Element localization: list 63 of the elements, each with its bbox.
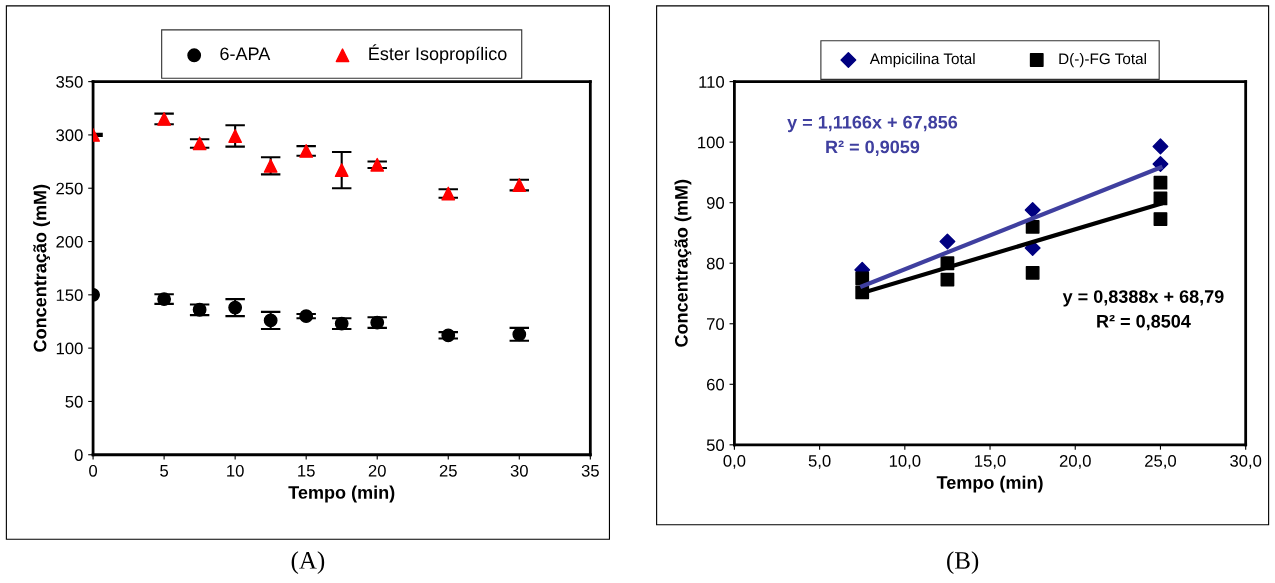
point [370,157,385,172]
y-tick-label: 250 [56,182,83,195]
x-axis-title: Tempo (min) [288,485,395,503]
x-tick-label: 30 [510,464,528,477]
y-tick-label: 50 [706,439,725,452]
point [512,178,527,192]
y-tick-label: 70 [707,318,725,330]
point [441,328,456,343]
x-tick-label: 15,0 [975,454,1006,469]
x-tick-label: 10,0 [889,454,921,469]
x-tick-label: 10 [227,464,244,477]
annotation: y = 0,8388x + 68,79 R² = 0,8504 [1062,290,1224,331]
point [939,233,956,250]
point [441,186,456,201]
point [1024,201,1041,218]
y-tick-label: 80 [706,257,725,270]
point [512,327,527,342]
point [157,292,172,307]
y-tick-label: 110 [699,76,725,88]
x-tick-label: 20 [368,464,386,477]
point [1153,212,1168,226]
point [370,315,385,330]
x-tick-label: 5 [160,465,169,477]
point [1025,266,1040,280]
y-tick-label: 350 [56,76,83,88]
y-tick-label: 90 [706,197,725,209]
y-tick-label: 50 [65,395,83,408]
text: (B) [947,551,979,574]
point [192,136,207,151]
x-tick-label: 35 [581,464,599,477]
y-tick-label: 200 [56,235,83,248]
point [299,309,314,324]
y-tick-label: 150 [56,289,83,302]
legend-label: Éster Isopropílico [369,44,507,64]
legend-label: 6-APA [220,47,271,61]
x-axis-title: Tempo (min) [936,475,1043,493]
x-tick-label: 15 [298,465,315,477]
text: (A) [291,551,325,574]
x-tick-label: 0,0 [723,454,746,469]
y-tick-label: 100 [56,342,83,355]
y-tick-label: 300 [56,129,83,142]
point [334,163,349,178]
y-tick-label: 100 [698,136,725,149]
point [192,302,207,317]
point [157,112,172,126]
point [228,129,243,143]
annotation: y = 1,1166x + 67,856 R² = 0,9059 [787,115,958,156]
point [334,316,349,331]
x-tick-label: 25,0 [1145,454,1177,469]
legend-label: Ampicilina Total [869,52,975,68]
point [1153,175,1168,190]
point [1025,219,1040,234]
point [299,144,314,158]
x-tick-label: 25 [439,464,457,477]
legend-label: D(-)-FG Total [1059,52,1146,68]
x-tick-label: 5,0 [808,454,831,469]
x-tick-label: 30,0 [1230,454,1262,469]
point [1152,138,1169,155]
y-tick-label: 60 [706,378,725,391]
y-axis-title: Concentração (mM) [674,179,692,347]
x-tick-label: 20,0 [1059,454,1091,469]
y-axis-title: Concentração (mM) [33,184,50,352]
x-tick-label: 0 [89,464,98,477]
